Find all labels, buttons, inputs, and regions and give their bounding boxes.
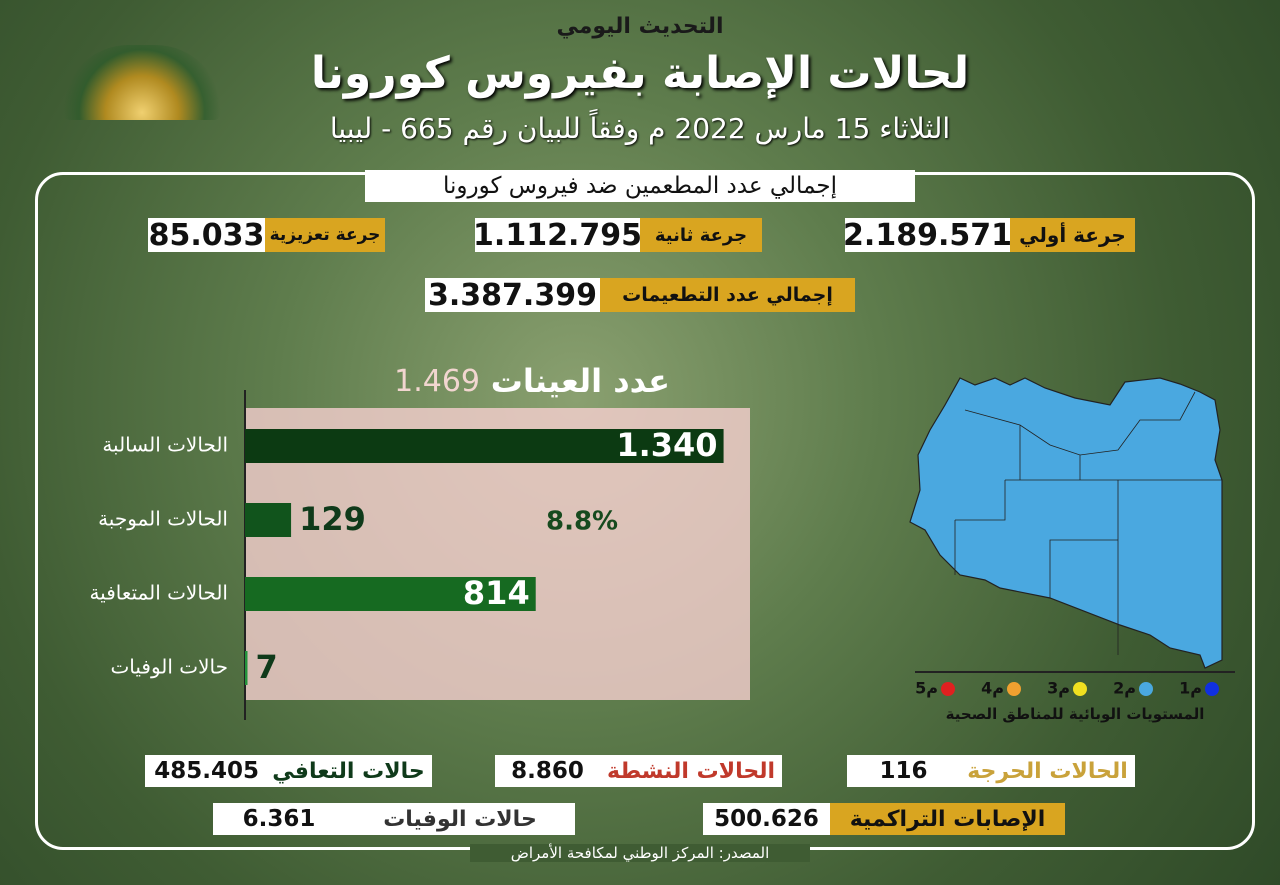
stat-value: 6.361 [213, 803, 345, 835]
legend-label: م3 [1047, 679, 1070, 698]
legend-swatch [1139, 682, 1153, 696]
category-label: حالات الوفيات [110, 655, 228, 679]
legend-swatch [941, 682, 955, 696]
stat-value: 500.626 [703, 803, 830, 835]
kicker: التحديث اليومي [556, 14, 724, 39]
category-label: الحالات الموجبة [98, 507, 228, 531]
legend-title: المستويات الوبائية للمناطق الصحية [945, 705, 1205, 723]
title: لحالات الإصابة بفيروس كورونا [310, 48, 970, 99]
dose-value: 1.112.795 [473, 217, 642, 253]
legend-label: م1 [1179, 679, 1202, 698]
legend-swatch [1007, 682, 1021, 696]
stat-label: الحالات الحرجة [960, 755, 1135, 787]
samples-value: 1.469 [394, 364, 480, 399]
vaccination-title: إجمالي عدد المطعمين ضد فيروس كورونا [365, 170, 915, 202]
legend-swatch [1073, 682, 1087, 696]
stat-label: الحالات النشطة [600, 755, 782, 787]
legend-label: م5 [915, 679, 938, 698]
bar [245, 651, 248, 685]
total-label: إجمالي عدد التطعيمات [600, 278, 855, 312]
stat-value: 8.860 [495, 755, 600, 787]
annotation: 8.8% [546, 507, 618, 537]
dose-label: جرعة ثانية [640, 218, 762, 252]
stat-label: حالات التعافي [265, 755, 432, 787]
dose-label: جرعة أولي [1010, 218, 1135, 252]
value-label: 1.340 [616, 426, 717, 464]
bar [245, 503, 292, 537]
dose-label: جرعة تعزيزية [265, 218, 385, 252]
value-label: 129 [299, 500, 366, 538]
value-label: 814 [463, 574, 530, 612]
logo [62, 45, 222, 120]
dose-value: 2.189.571 [843, 217, 1012, 253]
libya-map [909, 377, 1223, 669]
value-label: 7 [256, 648, 278, 686]
legend-swatch [1205, 682, 1219, 696]
stat-label: حالات الوفيات [345, 803, 575, 835]
total-value: 3.387.399 [425, 278, 600, 313]
legend-label: م4 [981, 679, 1004, 698]
category-label: الحالات السالبة [102, 433, 228, 457]
stat-label: الإصابات التراكمية [830, 803, 1065, 835]
map-borders [954, 391, 1222, 655]
bar [245, 429, 724, 463]
category-label: الحالات المتعافية [89, 581, 228, 605]
stat-value: 116 [847, 755, 960, 787]
legend-label: م2 [1113, 679, 1136, 698]
dose-value: 85.033 [148, 217, 265, 253]
samples-label: عدد العينات [490, 362, 670, 400]
stat-value: 485.405 [145, 755, 265, 787]
source: المصدر: المركز الوطني لمكافحة الأمراض [470, 844, 810, 862]
bar [245, 577, 536, 611]
subtitle: الثلاثاء 15 مارس 2022 م وفقاً للبيان رقم… [329, 112, 951, 145]
